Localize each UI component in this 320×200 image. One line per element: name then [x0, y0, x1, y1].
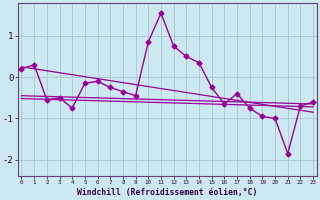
- X-axis label: Windchill (Refroidissement éolien,°C): Windchill (Refroidissement éolien,°C): [77, 188, 258, 197]
